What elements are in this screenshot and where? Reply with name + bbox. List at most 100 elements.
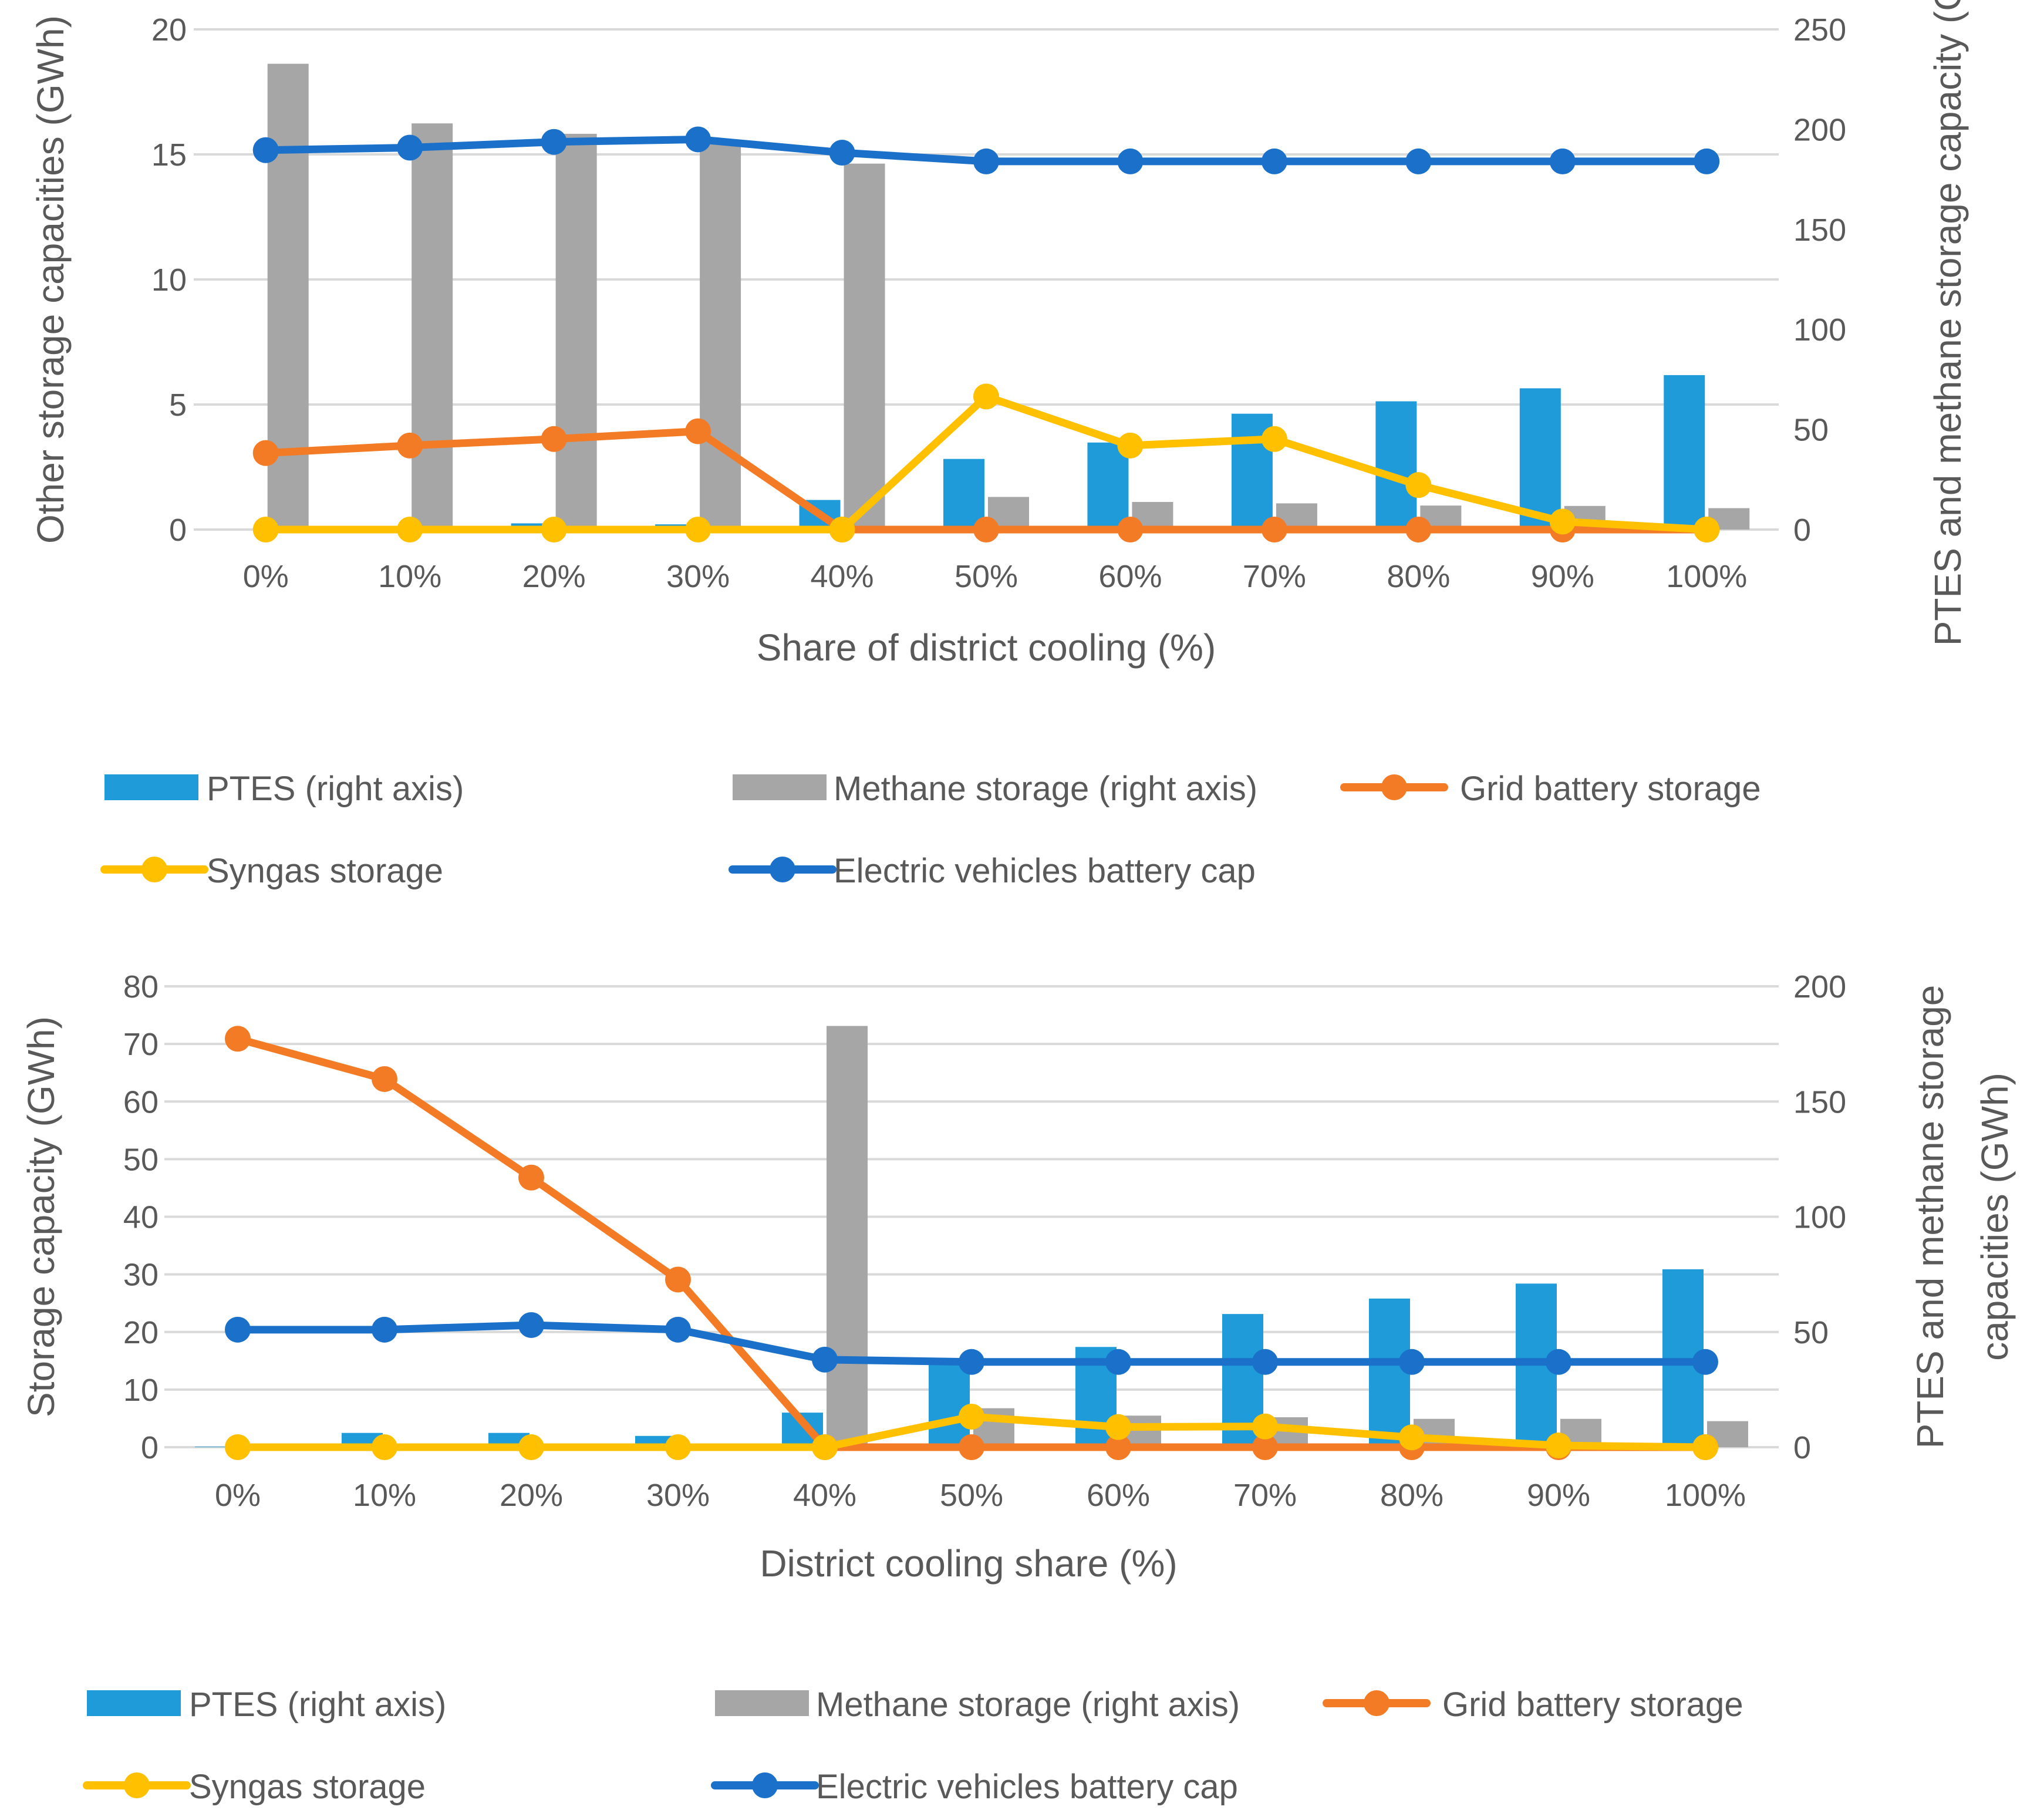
legend-item: Electric vehicles battery cap: [711, 1768, 1238, 1806]
syngas-data-point: [1261, 426, 1287, 452]
x-axis-title: Share of district cooling (%): [757, 626, 1216, 669]
left-axis-tick-label: 10: [151, 262, 187, 298]
syngas-data-point: [397, 517, 423, 542]
x-axis-tick-label: 50%: [955, 559, 1018, 594]
legend-item: PTES (right axis): [87, 1686, 446, 1724]
right-axis-tick-label: 100: [1793, 1200, 1846, 1235]
ev-data-point: [1399, 1349, 1425, 1375]
syngas-data-point: [1105, 1414, 1131, 1440]
legend-item: Electric vehicles battery cap: [728, 852, 1256, 890]
legend-swatch: [104, 774, 198, 800]
x-axis-tick-label: 20%: [522, 559, 586, 594]
syngas-data-point: [1546, 1433, 1571, 1459]
x-axis-tick-label: 0%: [243, 559, 289, 594]
x-axis-tick-label: 0%: [215, 1478, 261, 1513]
syngas-data-point: [685, 517, 711, 542]
grid-data-point: [372, 1066, 397, 1092]
ptes-bar: [1369, 1298, 1410, 1447]
syngas-data-point: [1405, 472, 1432, 498]
grid-data-point: [252, 440, 279, 466]
ev-data-point: [518, 1312, 544, 1338]
left-axis-title: Storage capacity (GWh): [20, 1016, 62, 1417]
left-axis-tick-label: 5: [169, 387, 187, 423]
ev-data-point: [1692, 1349, 1718, 1375]
x-axis-tick-label: 90%: [1531, 559, 1594, 594]
legend-marker: [1381, 774, 1407, 800]
grid-data-point: [397, 432, 423, 459]
methane-bar: [700, 140, 741, 530]
legend-item: Methane storage (right axis): [733, 770, 1257, 808]
ev-data-point: [1546, 1349, 1571, 1375]
syngas-data-point: [1117, 432, 1144, 459]
ev-data-point: [959, 1349, 984, 1375]
left-axis-tick-label: 50: [123, 1142, 158, 1177]
left-axis-tick-label: 60: [123, 1084, 158, 1120]
legend-label: Methane storage (right axis): [834, 770, 1257, 808]
syngas-data-point: [225, 1434, 251, 1460]
ptes-bar: [943, 459, 984, 530]
syngas-data-point: [1692, 1434, 1718, 1460]
grid-data-point: [541, 426, 567, 452]
legend-label: Grid battery storage: [1442, 1686, 1743, 1724]
legend-swatch: [733, 774, 827, 800]
right-axis-title-line: PTES and methane storage: [1909, 985, 1951, 1449]
legend-item: Methane storage (right axis): [715, 1686, 1240, 1724]
x-axis-tick-label: 100%: [1666, 559, 1747, 594]
ptes-bar: [1664, 375, 1705, 530]
legend-label: Grid battery storage: [1460, 770, 1761, 808]
ev-data-point: [397, 134, 423, 161]
syngas-data-point: [372, 1434, 397, 1460]
ev-data-point: [829, 140, 855, 166]
syngas-data-point: [1549, 508, 1576, 535]
legend-label: PTES (right axis): [189, 1686, 446, 1724]
syngas-data-point: [252, 517, 279, 542]
ev-data-point: [1105, 1349, 1131, 1375]
x-axis-tick-label: 70%: [1243, 559, 1306, 594]
ev-data-point: [1694, 148, 1720, 174]
grid-series-line: [237, 1035, 1705, 1451]
legend-marker: [124, 1772, 150, 1798]
x-axis-tick-label: 50%: [940, 1478, 1003, 1513]
left-axis-tick-label: 10: [123, 1373, 158, 1408]
right-axis-tick-label: 150: [1793, 213, 1846, 248]
legend-label: PTES (right axis): [207, 770, 464, 808]
left-axis-tick-label: 0: [169, 513, 187, 548]
x-axis-tick-label: 80%: [1380, 1478, 1443, 1513]
right-axis-tick-label: 50: [1793, 1315, 1829, 1350]
grid-data-point: [1117, 517, 1144, 542]
syngas-data-point: [1694, 517, 1720, 542]
ev-data-point: [685, 126, 711, 153]
syngas-data-point: [1252, 1413, 1278, 1440]
ptes-bar: [1087, 442, 1129, 530]
left-axis-tick-label: 15: [151, 137, 187, 173]
right-axis-tick-label: 50: [1793, 413, 1829, 448]
x-axis-tick-label: 100%: [1665, 1478, 1746, 1513]
syngas-series-line: [265, 392, 1707, 534]
legend-swatch: [87, 1690, 181, 1716]
left-axis-tick-label: 0: [141, 1430, 158, 1465]
x-axis-tick-label: 80%: [1387, 559, 1450, 594]
legend-label: Electric vehicles battery cap: [816, 1768, 1238, 1806]
syngas-data-point: [518, 1434, 544, 1460]
x-axis-tick-label: 10%: [378, 559, 441, 594]
right-axis-title-line: capacities (GWh): [1974, 1073, 2016, 1361]
legend-label: Electric vehicles battery cap: [834, 852, 1256, 890]
legend-item: Grid battery storage: [1340, 770, 1761, 808]
chart-2: 0 10 20 30 40 50 60 70 80 0 50 100 150 200 0% 10% 20% 30%…: [20, 969, 2016, 1806]
x-axis-tick-label: 60%: [1087, 1478, 1150, 1513]
grid-data-point: [685, 418, 711, 444]
ev-data-point: [1405, 148, 1432, 174]
x-axis-tick-label: 30%: [646, 1478, 710, 1513]
x-axis-tick-label: 60%: [1098, 559, 1162, 594]
right-axis-tick-label: 150: [1793, 1084, 1846, 1120]
ev-data-point: [1261, 148, 1287, 174]
right-axis-tick-label: 0: [1793, 513, 1811, 548]
ev-data-point: [541, 129, 567, 155]
x-axis-tick-label: 20%: [500, 1478, 563, 1513]
grid-data-point: [1252, 1434, 1278, 1460]
methane-bar: [555, 133, 597, 530]
right-axis-tick-label: 200: [1793, 112, 1846, 147]
legend-marker: [752, 1772, 778, 1798]
